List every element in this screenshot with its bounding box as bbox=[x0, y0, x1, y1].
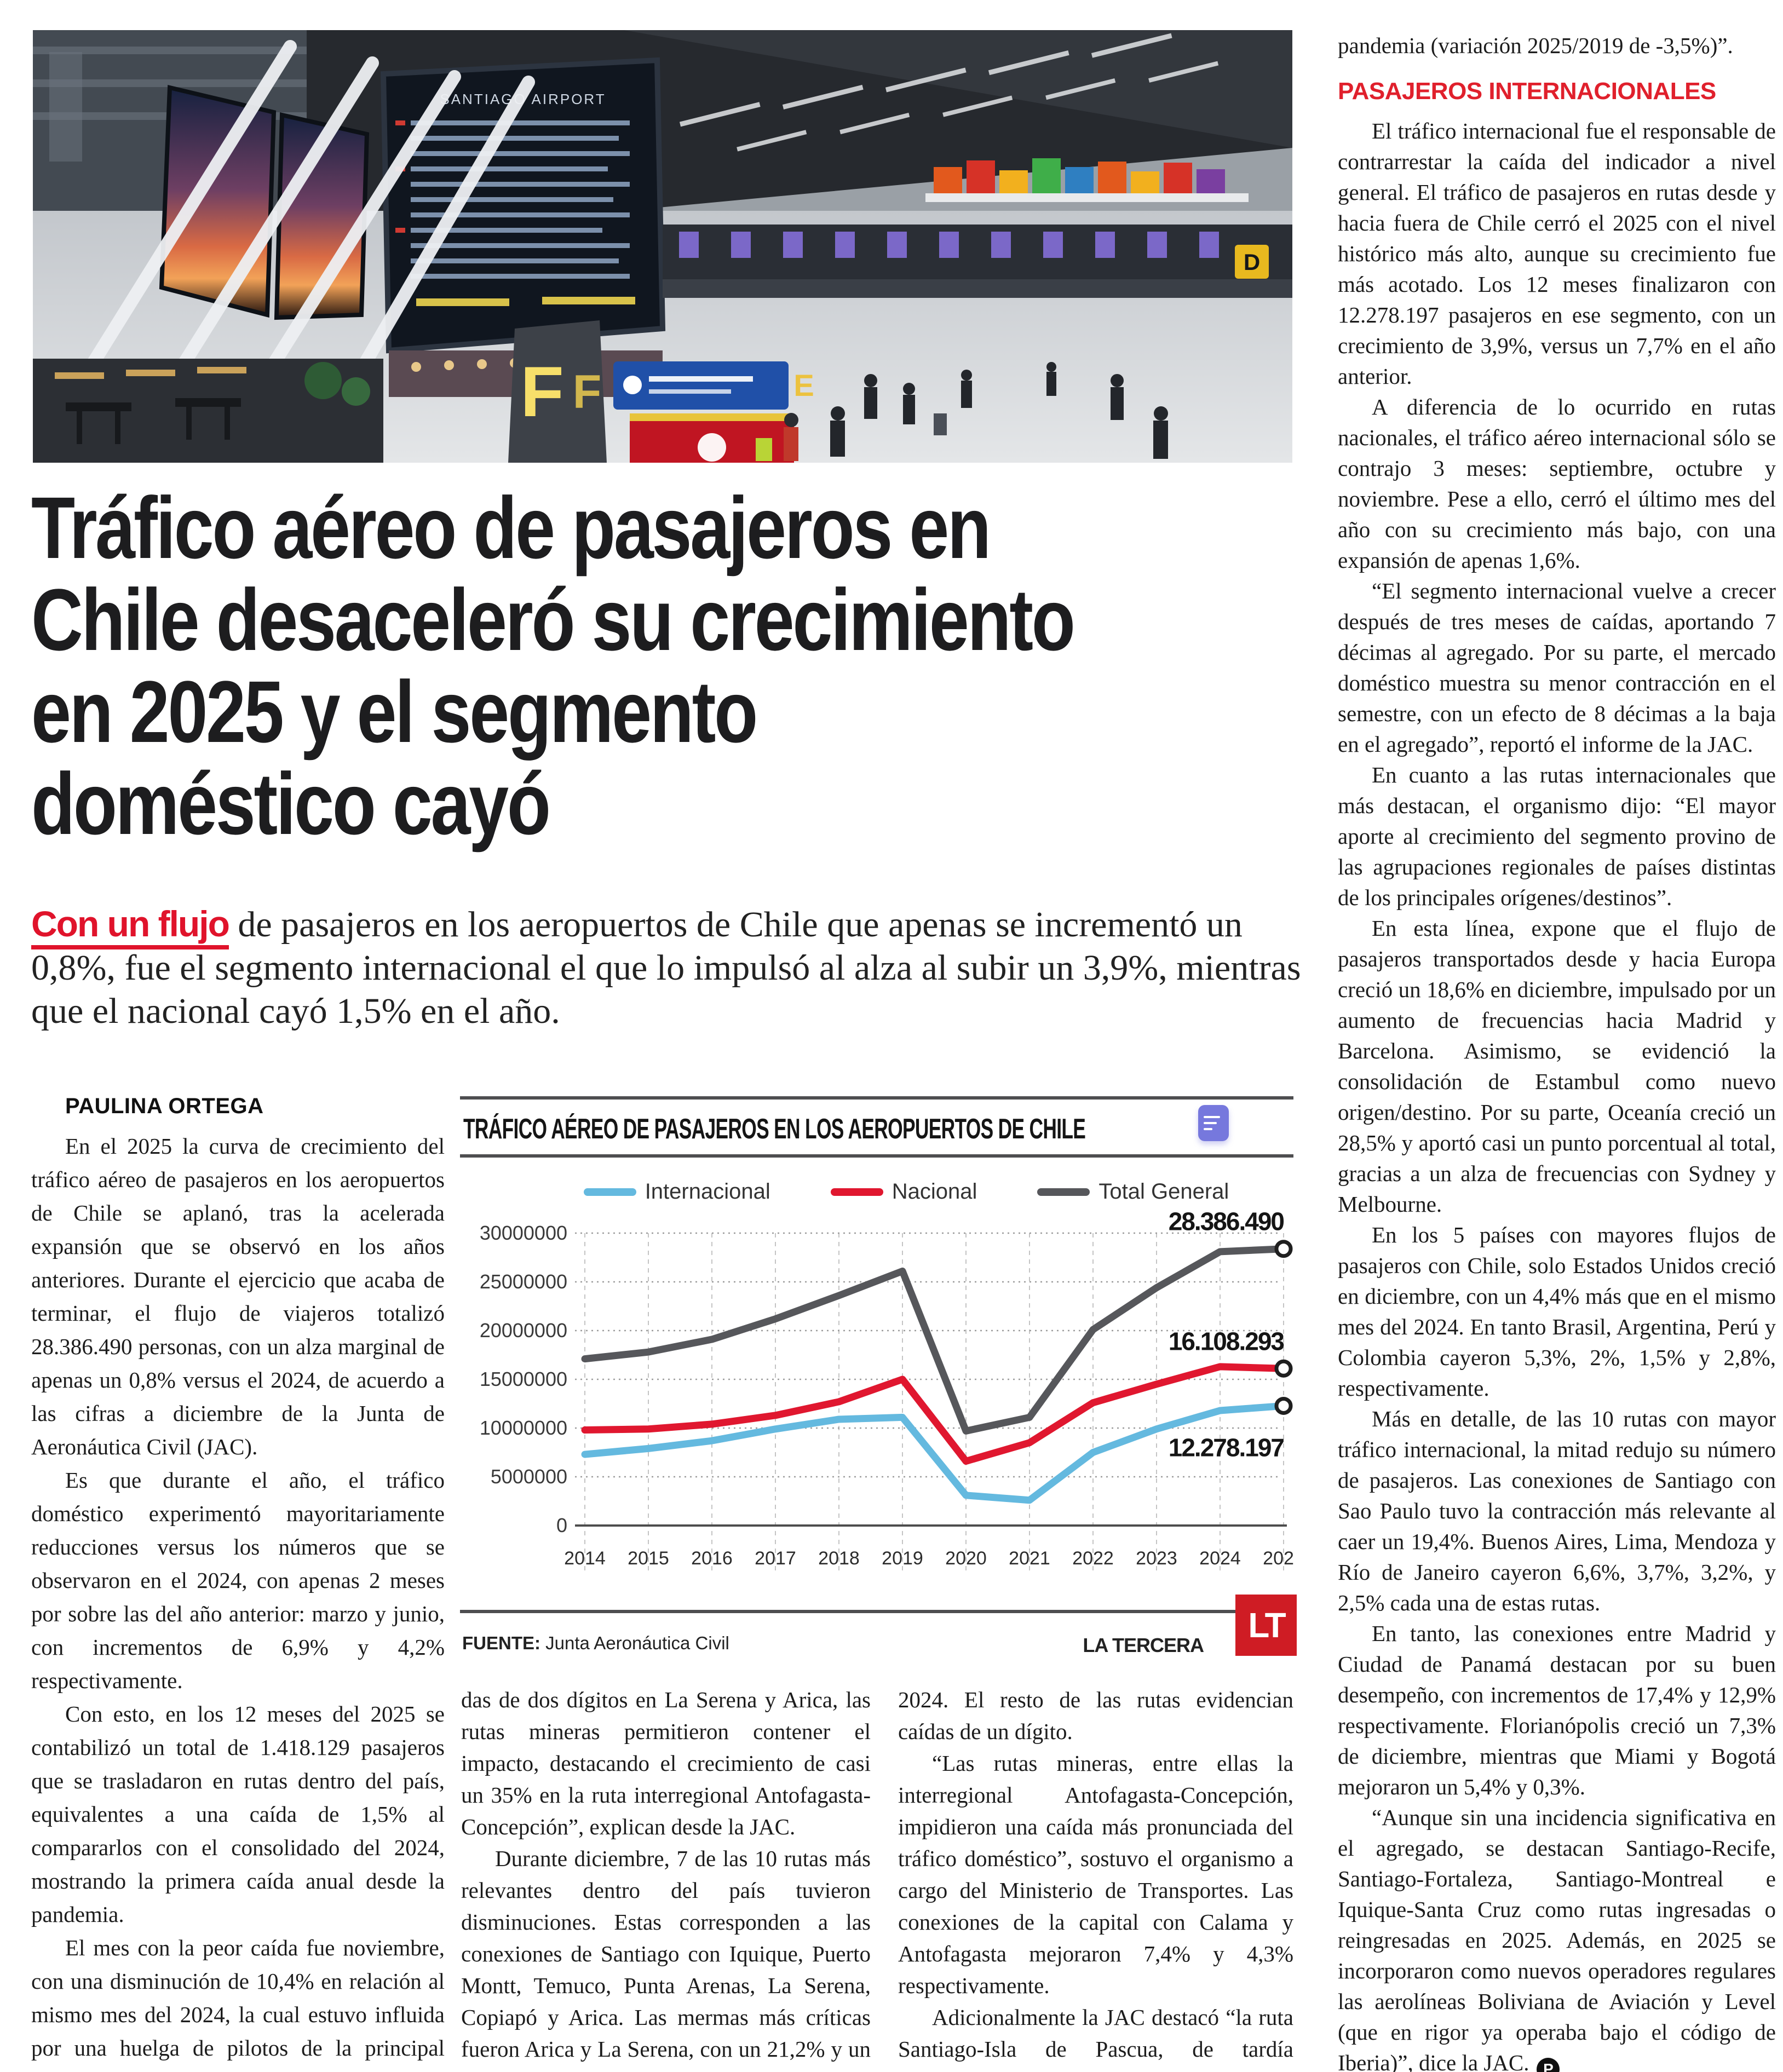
paragraph: El mes con la peor caída fue noviembre, … bbox=[31, 1935, 445, 2072]
gate-f-sign: F bbox=[520, 352, 563, 431]
paragraph: En los 5 países con mayores flujos de pa… bbox=[1338, 1222, 1776, 1401]
svg-text:5000000: 5000000 bbox=[491, 1465, 567, 1488]
paragraph: En esta línea, expone que el flujo de pa… bbox=[1338, 916, 1776, 1217]
paragraph: En tanto, las conexiones entre Madrid y … bbox=[1338, 1621, 1776, 1799]
checkin-kiosks: D bbox=[663, 225, 1292, 298]
paragraph: Es que durante el año, el tráfico domést… bbox=[31, 1467, 445, 1693]
legend-item-total-general: Total General bbox=[1037, 1179, 1229, 1204]
chart-source-row: FUENTE: Junta Aeronáutica Civil LA TERCE… bbox=[462, 1595, 1297, 1683]
paragraph: Más en detalle, de las 10 rutas con mayo… bbox=[1338, 1406, 1776, 1615]
svg-text:15000000: 15000000 bbox=[480, 1368, 567, 1390]
travelers bbox=[756, 362, 1168, 461]
chart-bottom-rule bbox=[460, 1610, 1293, 1613]
svg-text:2024: 2024 bbox=[1199, 1548, 1241, 1569]
svg-text:2025: 2025 bbox=[1263, 1548, 1293, 1569]
article-end-icon: P bbox=[1537, 2058, 1560, 2072]
lede-rest: de pasajeros en los aeropuertos de Chile… bbox=[31, 905, 1301, 1031]
paragraph: “Aunque sin una incidencia significativa… bbox=[1338, 1802, 1776, 2072]
right-column-paragraphs: El tráfico internacional fue el responsa… bbox=[1338, 116, 1776, 2072]
lede-lead: Con un flujo bbox=[31, 903, 230, 949]
svg-text:2015: 2015 bbox=[628, 1548, 669, 1569]
paragraph: Con esto, en los 12 meses del 2025 se co… bbox=[31, 1701, 445, 1927]
line-chart: 0 5000000 10000000 15000000 20000000 25000000… bbox=[460, 1156, 1304, 1605]
chart-legend: Internacional Nacional Total General bbox=[553, 1179, 1259, 1204]
middle-column-2: 2024. El resto de las rutas evidencian c… bbox=[898, 1684, 1293, 2072]
left-column-paragraphs: En el 2025 la curva de crecimiento del t… bbox=[31, 1130, 445, 2072]
svg-text:2023: 2023 bbox=[1136, 1548, 1177, 1569]
legend-item-nacional: Nacional bbox=[830, 1179, 977, 1204]
chart-mid-rule bbox=[460, 1154, 1293, 1158]
gate-e-sign: E bbox=[793, 368, 814, 402]
info-sign: E bbox=[613, 361, 814, 410]
chart-source: FUENTE: Junta Aeronáutica Civil bbox=[462, 1633, 729, 1653]
cafe-area bbox=[33, 359, 383, 463]
svg-text:2016: 2016 bbox=[691, 1548, 733, 1569]
paragraph: “El segmento internacional vuelve a crec… bbox=[1338, 578, 1776, 757]
departure-board: SANTIAGO AIRPORT bbox=[380, 57, 666, 354]
chart-menu-button[interactable] bbox=[1198, 1105, 1229, 1141]
svg-text:0: 0 bbox=[556, 1514, 567, 1536]
middle-column-1: das de dos dígitos en La Serena y Arica,… bbox=[461, 1684, 871, 2072]
lede: Con un flujo de pasajeros en los aeropue… bbox=[31, 902, 1313, 1033]
svg-text:16.108.293: 16.108.293 bbox=[1169, 1327, 1284, 1355]
byline: PAULINA ORTEGA bbox=[65, 1094, 264, 1118]
menu-icon bbox=[1204, 1116, 1220, 1118]
paragraph: “Las rutas mineras, entre ellas la inter… bbox=[898, 1751, 1293, 1998]
svg-text:10000000: 10000000 bbox=[480, 1417, 567, 1439]
svg-text:2019: 2019 bbox=[882, 1548, 923, 1569]
paragraph: das de dos dígitos en La Serena y Arica,… bbox=[461, 1687, 871, 1839]
paragraph: A diferencia de lo ocurrido en rutas nac… bbox=[1338, 394, 1776, 573]
airport-photo: SANTIAGO AIRPORT bbox=[33, 30, 1292, 463]
chart-top-rule bbox=[460, 1096, 1293, 1100]
legend-swatch bbox=[830, 1188, 883, 1196]
paragraph: 2024. El resto de las rutas evidencian c… bbox=[898, 1687, 1293, 1744]
svg-text:25000000: 25000000 bbox=[480, 1270, 567, 1293]
left-column: PAULINA ORTEGA En el 2025 la curva de cr… bbox=[31, 1090, 445, 2072]
gate-f-sign-secondary: F bbox=[573, 366, 602, 418]
svg-text:2017: 2017 bbox=[755, 1548, 796, 1569]
svg-text:30000000: 30000000 bbox=[480, 1222, 567, 1244]
legend-label: Nacional bbox=[892, 1179, 977, 1204]
section-subhead: PASAJEROS INTERNACIONALES bbox=[1338, 78, 1716, 105]
chart-card: TRÁFICO AÉREO DE PASAJEROS EN LOS AEROPU… bbox=[460, 1096, 1304, 1689]
svg-text:2021: 2021 bbox=[1009, 1548, 1050, 1569]
gate-f-pillar: F F bbox=[508, 320, 607, 463]
paragraph: El tráfico internacional fue el responsa… bbox=[1338, 118, 1776, 389]
svg-text:2018: 2018 bbox=[818, 1548, 860, 1569]
svg-text:2014: 2014 bbox=[564, 1548, 606, 1569]
chart-title: TRÁFICO AÉREO DE PASAJEROS EN LOS AEROPU… bbox=[463, 1113, 1086, 1145]
legend-label: Internacional bbox=[645, 1179, 770, 1204]
svg-text:12.278.197: 12.278.197 bbox=[1169, 1433, 1284, 1461]
airport-photo-illustration: SANTIAGO AIRPORT bbox=[33, 30, 1292, 463]
la-tercera-logo: LT bbox=[1235, 1595, 1297, 1656]
svg-text:28.386.490: 28.386.490 bbox=[1169, 1207, 1284, 1236]
right-column: pandemia (variación 2025/2019 de -3,5%)”… bbox=[1338, 30, 1776, 2072]
paragraph: En cuanto a las rutas internacionales qu… bbox=[1338, 762, 1776, 910]
legend-swatch bbox=[1037, 1188, 1090, 1196]
legend-item-internacional: Internacional bbox=[583, 1179, 770, 1204]
gate-d-sign: D bbox=[1244, 249, 1260, 275]
paragraph: Adicionalmente la JAC destacó “la ruta S… bbox=[898, 2005, 1293, 2072]
svg-text:2022: 2022 bbox=[1072, 1548, 1114, 1569]
svg-text:2020: 2020 bbox=[945, 1548, 987, 1569]
svg-text:20000000: 20000000 bbox=[480, 1319, 567, 1342]
right-column-intro: pandemia (variación 2025/2019 de -3,5%)”… bbox=[1338, 33, 1733, 58]
credit-la-tercera: LA TERCERA bbox=[1083, 1634, 1204, 1656]
legend-label: Total General bbox=[1098, 1179, 1229, 1204]
paragraph: Durante diciembre, 7 de las 10 rutas más… bbox=[461, 1846, 871, 2072]
art-installation bbox=[925, 158, 1249, 202]
headline: Tráfico aéreo de pasajeros en Chile desac… bbox=[31, 479, 1075, 853]
legend-swatch bbox=[583, 1188, 636, 1196]
paragraph: En el 2025 la curva de crecimiento del t… bbox=[31, 1133, 445, 1459]
